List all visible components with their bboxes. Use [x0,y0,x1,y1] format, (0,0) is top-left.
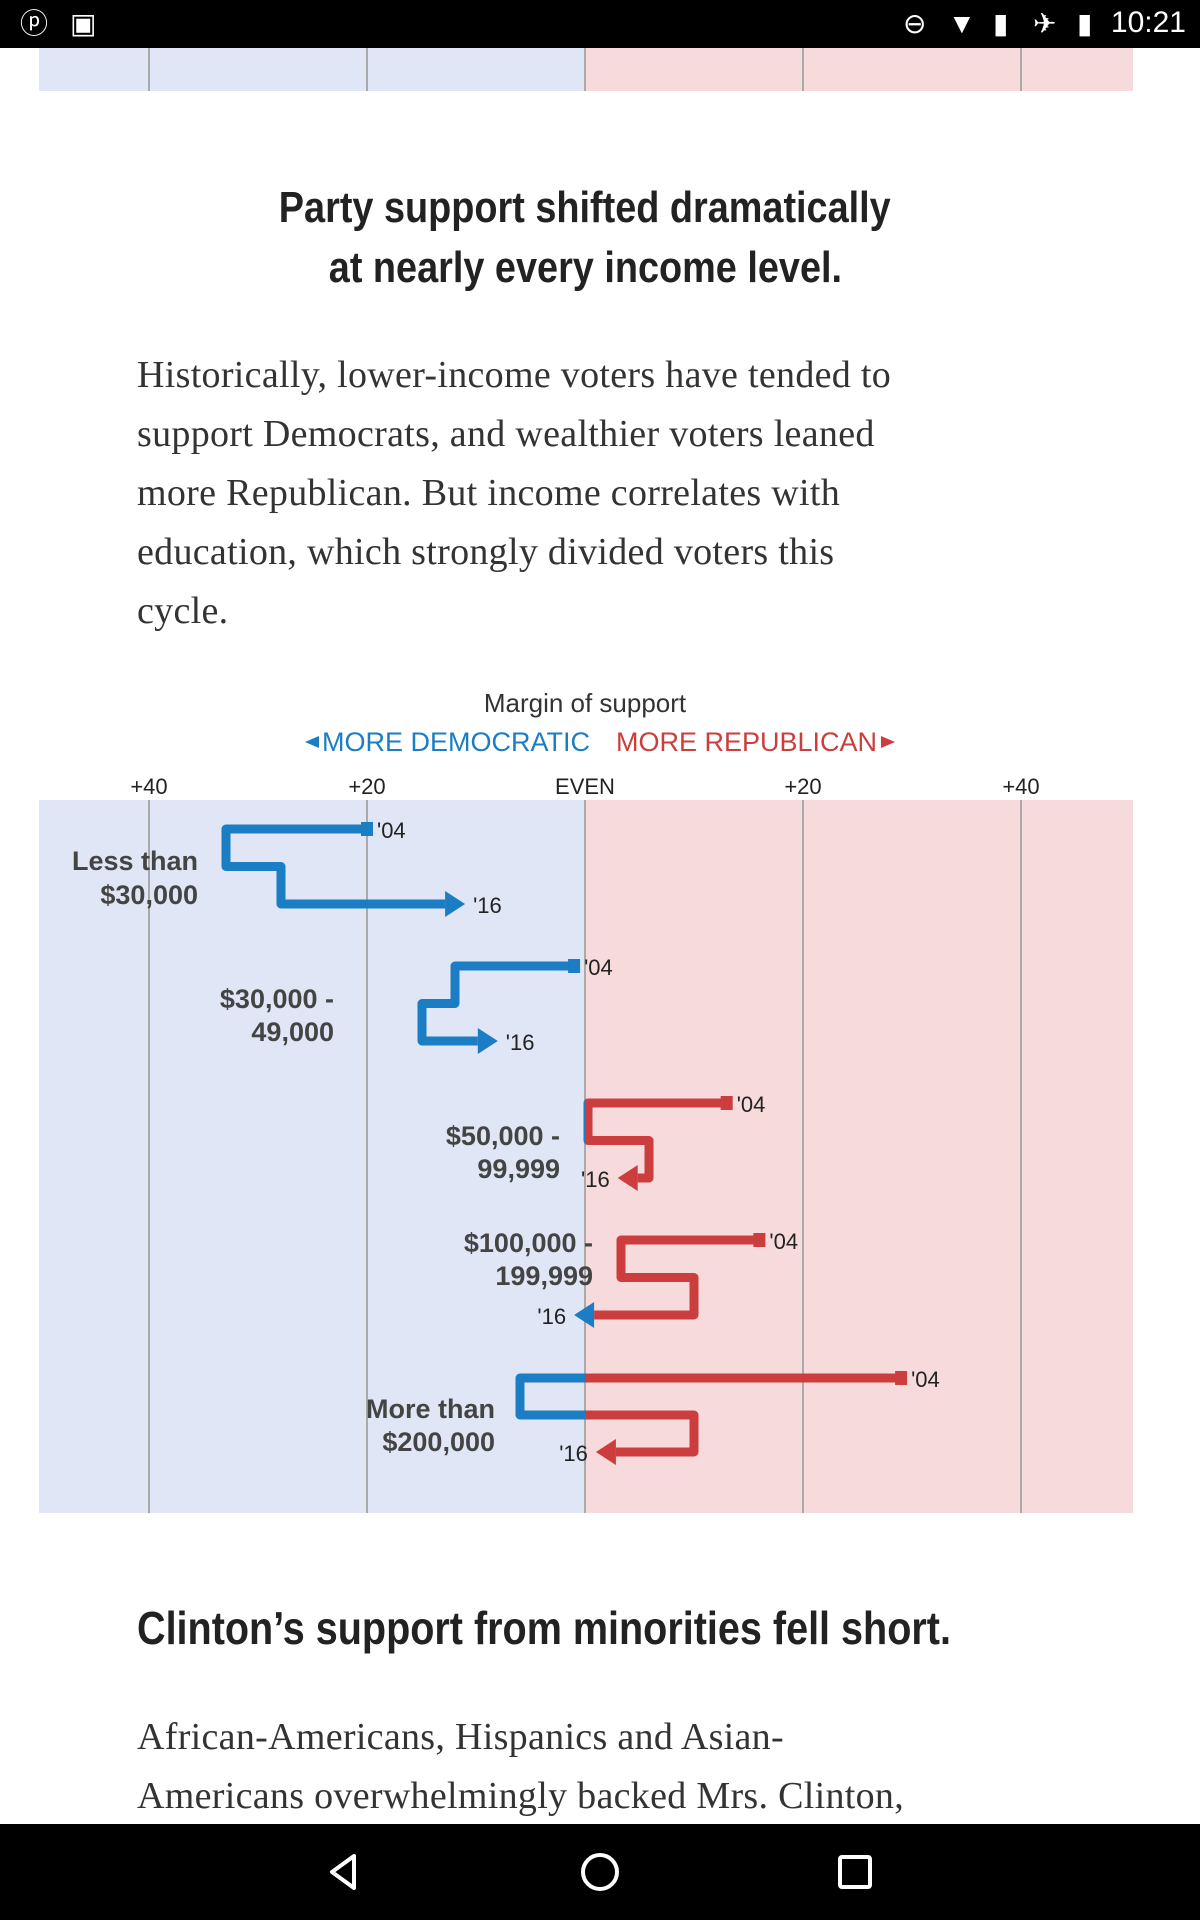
row-label: 49,000 [251,1017,334,1047]
income-row: '04 '16 More than$200,000 [366,1367,940,1466]
row-label: $50,000 - [446,1121,560,1151]
label-2004: '04 [769,1229,798,1254]
shift-path-democratic [594,1240,759,1315]
rep-background [585,800,1133,1513]
paragraph-line: cycle. [137,590,229,632]
x-tick-label: +40 [130,774,167,799]
section-heading-2: Clinton’s support from minorities fell s… [137,1602,951,1654]
status-bar: ⓟ ▣ ⊖ ▼ ▮ ✈ ▮ 10:21 [0,0,1200,48]
label-2016: '16 [506,1030,535,1055]
do-not-disturb-icon: ⊖ [903,8,927,39]
income-row: '04 '16 $100,000 -199,999 [464,1228,798,1329]
arrow-2016 [617,1165,638,1191]
income-row: '04 '16 $50,000 -99,999 [446,1092,765,1192]
income-row: '04 '16 Less than $30,000 [72,818,502,918]
row-label: More than [366,1394,495,1424]
label-2004: '04 [584,955,613,980]
left-arrow-icon [305,736,319,748]
legend-democratic: MORE DEMOCRATIC [322,727,590,757]
chart-title: Margin of support [484,688,687,718]
x-tick-label: +40 [1002,774,1039,799]
label-2004: '04 [911,1367,940,1392]
row-label: 199,999 [495,1261,593,1291]
shift-path-republican [585,1098,727,1183]
marker-2004 [720,1096,733,1110]
paragraph-line: African-Americans, Hispanics and Asian- [137,1716,784,1758]
x-tick-label: +20 [784,774,821,799]
shift-path-republican [226,829,445,904]
arrow-2016 [477,1028,498,1054]
row-label: $30,000 [100,880,198,910]
row-label: $100,000 - [464,1228,593,1258]
no-sim-icon: ▮ [993,8,1009,39]
x-tick-label: +20 [348,774,385,799]
dem-background [39,48,585,91]
shift-path-democratic [515,1373,585,1420]
paragraph-2: African-Americans, Hispanics and Asian- … [137,1708,904,1826]
navigation-bar [0,1824,1200,1920]
x-tick-label: EVEN [555,774,615,799]
label-2016: '16 [559,1441,588,1466]
shift-path-republican [422,966,574,1041]
wifi-icon: ▼ [948,8,976,39]
row-label: 99,999 [477,1154,560,1184]
shift-path-democratic [417,961,575,1046]
shift-path-democratic [583,1099,585,1144]
legend: MORE DEMOCRATIC MORE REPUBLICAN [305,727,895,757]
arrow-2016 [595,1439,616,1465]
battery-icon: ▮ [1077,8,1093,39]
paragraph-line: more Republican. But income correlates w… [137,472,841,514]
marker-2004 [895,1371,908,1385]
right-arrow-icon [881,736,895,748]
shift-path-republican [594,1235,760,1320]
label-2004: '04 [737,1092,766,1117]
rep-background [585,48,1133,91]
paragraph-line: education, which strongly divided voters… [137,531,835,573]
paragraph-line: Americans overwhelmingly backed Mrs. Cli… [137,1775,905,1817]
recents-icon[interactable] [831,1848,879,1896]
row-label: $30,000 - [220,984,334,1014]
paragraph-line: support Democrats, and wealthier voters … [137,413,875,455]
clock: 10:21 [1110,6,1186,39]
section-heading: Party support shifted dramatically at ne… [0,178,1170,298]
back-icon[interactable] [320,1848,368,1896]
label-2016: '16 [473,893,502,918]
marker-2004 [753,1233,766,1247]
play-store-bag-icon: ▣ [70,8,97,39]
dem-background [39,800,585,1513]
heading-line: at nearly every income level. [328,243,842,292]
shift-path-republican [585,1373,902,1457]
airplane-mode-icon: ✈ [1033,8,1057,39]
previous-chart-strip [39,48,1133,91]
arrow-2016 [445,891,466,917]
shift-path-democratic [221,824,446,909]
label-2016: '16 [537,1304,566,1329]
paragraph: Historically, lower-income voters have t… [137,346,891,641]
arrow-2016 [574,1302,595,1328]
home-icon[interactable] [576,1848,624,1896]
heading-line: Party support shifted dramatically [279,183,891,232]
legend-republican: MORE REPUBLICAN [616,727,877,757]
paragraph-line: Historically, lower-income voters have t… [137,354,892,396]
row-label: Less than [72,846,198,876]
income-row: '04 '16 $30,000 -49,000 [220,955,613,1055]
pinterest-icon: ⓟ [20,8,49,39]
marker-2004 [568,959,581,973]
label-2016: '16 [581,1167,610,1192]
marker-2004 [361,822,373,836]
row-label: $200,000 [382,1427,495,1457]
label-2004: '04 [377,818,406,843]
